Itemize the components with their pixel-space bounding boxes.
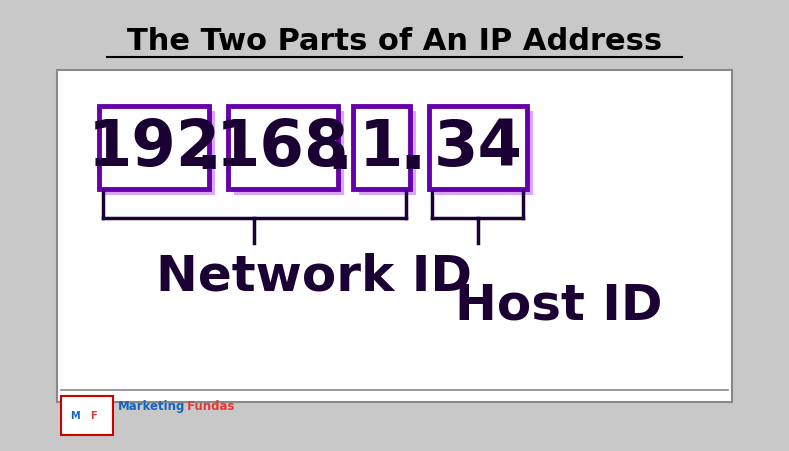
FancyBboxPatch shape: [62, 396, 114, 435]
FancyBboxPatch shape: [234, 112, 344, 195]
Text: 192: 192: [88, 117, 221, 179]
Text: Network ID: Network ID: [156, 252, 472, 300]
Text: F: F: [90, 410, 96, 420]
Text: .: .: [398, 112, 427, 185]
FancyBboxPatch shape: [99, 106, 209, 189]
FancyBboxPatch shape: [58, 70, 731, 402]
FancyBboxPatch shape: [228, 106, 338, 189]
FancyBboxPatch shape: [428, 106, 527, 189]
Text: The Two Parts of An IP Address: The Two Parts of An IP Address: [127, 27, 662, 56]
Text: .: .: [326, 112, 354, 185]
Text: Marketing: Marketing: [118, 399, 185, 412]
Text: 168: 168: [216, 117, 350, 179]
Text: Fundas: Fundas: [183, 399, 234, 412]
Text: Host ID: Host ID: [455, 281, 663, 329]
FancyBboxPatch shape: [105, 112, 215, 195]
Text: M: M: [70, 410, 80, 420]
Text: 1: 1: [359, 117, 403, 179]
FancyBboxPatch shape: [359, 112, 416, 195]
FancyBboxPatch shape: [353, 106, 409, 189]
FancyBboxPatch shape: [435, 112, 533, 195]
Text: 34: 34: [433, 117, 522, 179]
Text: .: .: [195, 112, 223, 185]
